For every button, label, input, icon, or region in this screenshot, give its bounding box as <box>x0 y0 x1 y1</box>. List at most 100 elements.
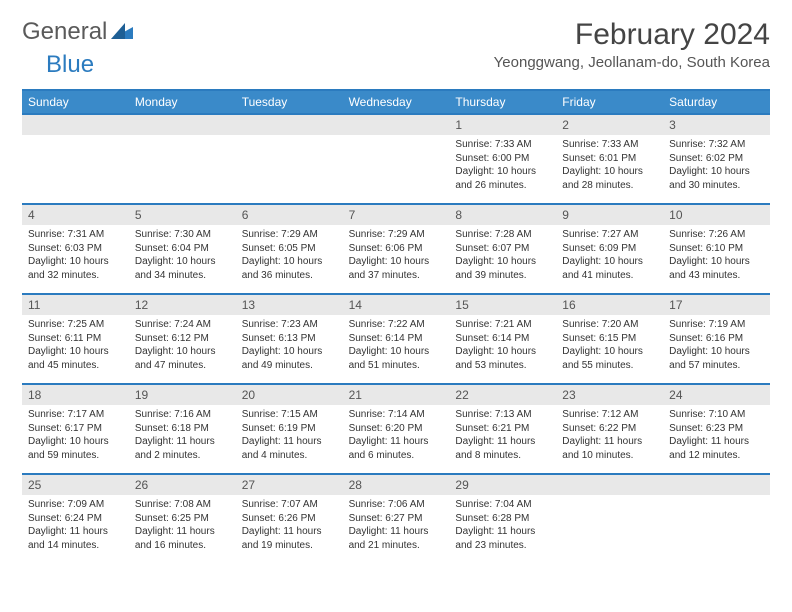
sunset-text: Sunset: 6:05 PM <box>242 242 337 256</box>
sunrise-text: Sunrise: 7:17 AM <box>28 408 123 422</box>
sunrise-text: Sunrise: 7:23 AM <box>242 318 337 332</box>
day-body: Sunrise: 7:06 AMSunset: 6:27 PMDaylight:… <box>343 495 450 558</box>
empty-cell <box>663 475 770 563</box>
day-cell: 4Sunrise: 7:31 AMSunset: 6:03 PMDaylight… <box>22 205 129 293</box>
daylight-text: Daylight: 11 hours and 16 minutes. <box>135 525 230 552</box>
day-body: Sunrise: 7:16 AMSunset: 6:18 PMDaylight:… <box>129 405 236 468</box>
day-number: 26 <box>129 475 236 495</box>
day-body: Sunrise: 7:08 AMSunset: 6:25 PMDaylight:… <box>129 495 236 558</box>
day-body: Sunrise: 7:23 AMSunset: 6:13 PMDaylight:… <box>236 315 343 378</box>
sunrise-text: Sunrise: 7:26 AM <box>669 228 764 242</box>
day-number: 5 <box>129 205 236 225</box>
daylight-text: Daylight: 11 hours and 2 minutes. <box>135 435 230 462</box>
sunset-text: Sunset: 6:26 PM <box>242 512 337 526</box>
day-number <box>343 115 450 135</box>
sunrise-text: Sunrise: 7:09 AM <box>28 498 123 512</box>
day-body: Sunrise: 7:17 AMSunset: 6:17 PMDaylight:… <box>22 405 129 468</box>
sunset-text: Sunset: 6:06 PM <box>349 242 444 256</box>
daylight-text: Daylight: 10 hours and 41 minutes. <box>562 255 657 282</box>
empty-cell <box>22 115 129 203</box>
daylight-text: Daylight: 10 hours and 28 minutes. <box>562 165 657 192</box>
day-number: 4 <box>22 205 129 225</box>
day-number: 24 <box>663 385 770 405</box>
logo-word1: General <box>22 18 107 46</box>
day-number: 28 <box>343 475 450 495</box>
day-cell: 9Sunrise: 7:27 AMSunset: 6:09 PMDaylight… <box>556 205 663 293</box>
sunrise-text: Sunrise: 7:10 AM <box>669 408 764 422</box>
day-number: 6 <box>236 205 343 225</box>
day-number: 3 <box>663 115 770 135</box>
sunrise-text: Sunrise: 7:04 AM <box>455 498 550 512</box>
day-header-cell: Monday <box>129 91 236 113</box>
day-number: 17 <box>663 295 770 315</box>
month-title: February 2024 <box>494 18 770 52</box>
daylight-text: Daylight: 10 hours and 39 minutes. <box>455 255 550 282</box>
sunset-text: Sunset: 6:17 PM <box>28 422 123 436</box>
day-body: Sunrise: 7:19 AMSunset: 6:16 PMDaylight:… <box>663 315 770 378</box>
day-cell: 1Sunrise: 7:33 AMSunset: 6:00 PMDaylight… <box>449 115 556 203</box>
day-body: Sunrise: 7:10 AMSunset: 6:23 PMDaylight:… <box>663 405 770 468</box>
sunrise-text: Sunrise: 7:28 AM <box>455 228 550 242</box>
day-cell: 6Sunrise: 7:29 AMSunset: 6:05 PMDaylight… <box>236 205 343 293</box>
sunrise-text: Sunrise: 7:20 AM <box>562 318 657 332</box>
day-number: 2 <box>556 115 663 135</box>
sunset-text: Sunset: 6:09 PM <box>562 242 657 256</box>
sunrise-text: Sunrise: 7:06 AM <box>349 498 444 512</box>
sunset-text: Sunset: 6:16 PM <box>669 332 764 346</box>
day-cell: 15Sunrise: 7:21 AMSunset: 6:14 PMDayligh… <box>449 295 556 383</box>
day-number: 20 <box>236 385 343 405</box>
daylight-text: Daylight: 11 hours and 23 minutes. <box>455 525 550 552</box>
daylight-text: Daylight: 10 hours and 55 minutes. <box>562 345 657 372</box>
daylight-text: Daylight: 10 hours and 57 minutes. <box>669 345 764 372</box>
daylight-text: Daylight: 11 hours and 8 minutes. <box>455 435 550 462</box>
day-cell: 2Sunrise: 7:33 AMSunset: 6:01 PMDaylight… <box>556 115 663 203</box>
day-header-cell: Tuesday <box>236 91 343 113</box>
sunset-text: Sunset: 6:27 PM <box>349 512 444 526</box>
daylight-text: Daylight: 11 hours and 10 minutes. <box>562 435 657 462</box>
sunrise-text: Sunrise: 7:07 AM <box>242 498 337 512</box>
day-number: 12 <box>129 295 236 315</box>
day-body: Sunrise: 7:12 AMSunset: 6:22 PMDaylight:… <box>556 405 663 468</box>
sunrise-text: Sunrise: 7:33 AM <box>455 138 550 152</box>
logo: General <box>22 18 135 46</box>
sunset-text: Sunset: 6:03 PM <box>28 242 123 256</box>
day-header-cell: Friday <box>556 91 663 113</box>
day-body: Sunrise: 7:07 AMSunset: 6:26 PMDaylight:… <box>236 495 343 558</box>
day-cell: 19Sunrise: 7:16 AMSunset: 6:18 PMDayligh… <box>129 385 236 473</box>
sunset-text: Sunset: 6:24 PM <box>28 512 123 526</box>
day-cell: 18Sunrise: 7:17 AMSunset: 6:17 PMDayligh… <box>22 385 129 473</box>
sunrise-text: Sunrise: 7:19 AM <box>669 318 764 332</box>
day-body: Sunrise: 7:29 AMSunset: 6:05 PMDaylight:… <box>236 225 343 288</box>
week-row: 1Sunrise: 7:33 AMSunset: 6:00 PMDaylight… <box>22 113 770 203</box>
empty-cell <box>129 115 236 203</box>
sunset-text: Sunset: 6:02 PM <box>669 152 764 166</box>
sunset-text: Sunset: 6:01 PM <box>562 152 657 166</box>
day-number: 1 <box>449 115 556 135</box>
daylight-text: Daylight: 10 hours and 32 minutes. <box>28 255 123 282</box>
sunrise-text: Sunrise: 7:29 AM <box>349 228 444 242</box>
empty-cell <box>236 115 343 203</box>
sunrise-text: Sunrise: 7:25 AM <box>28 318 123 332</box>
daylight-text: Daylight: 11 hours and 19 minutes. <box>242 525 337 552</box>
sunset-text: Sunset: 6:15 PM <box>562 332 657 346</box>
day-cell: 17Sunrise: 7:19 AMSunset: 6:16 PMDayligh… <box>663 295 770 383</box>
day-number <box>663 475 770 495</box>
logo-word2: Blue <box>22 51 94 79</box>
sunrise-text: Sunrise: 7:27 AM <box>562 228 657 242</box>
day-number: 22 <box>449 385 556 405</box>
sunrise-text: Sunrise: 7:30 AM <box>135 228 230 242</box>
day-number <box>22 115 129 135</box>
sunrise-text: Sunrise: 7:29 AM <box>242 228 337 242</box>
sunrise-text: Sunrise: 7:13 AM <box>455 408 550 422</box>
day-cell: 20Sunrise: 7:15 AMSunset: 6:19 PMDayligh… <box>236 385 343 473</box>
day-cell: 27Sunrise: 7:07 AMSunset: 6:26 PMDayligh… <box>236 475 343 563</box>
daylight-text: Daylight: 10 hours and 49 minutes. <box>242 345 337 372</box>
week-row: 25Sunrise: 7:09 AMSunset: 6:24 PMDayligh… <box>22 473 770 563</box>
day-cell: 25Sunrise: 7:09 AMSunset: 6:24 PMDayligh… <box>22 475 129 563</box>
day-body: Sunrise: 7:29 AMSunset: 6:06 PMDaylight:… <box>343 225 450 288</box>
sunset-text: Sunset: 6:04 PM <box>135 242 230 256</box>
day-header-row: SundayMondayTuesdayWednesdayThursdayFrid… <box>22 91 770 113</box>
day-body: Sunrise: 7:27 AMSunset: 6:09 PMDaylight:… <box>556 225 663 288</box>
day-body: Sunrise: 7:22 AMSunset: 6:14 PMDaylight:… <box>343 315 450 378</box>
day-cell: 11Sunrise: 7:25 AMSunset: 6:11 PMDayligh… <box>22 295 129 383</box>
